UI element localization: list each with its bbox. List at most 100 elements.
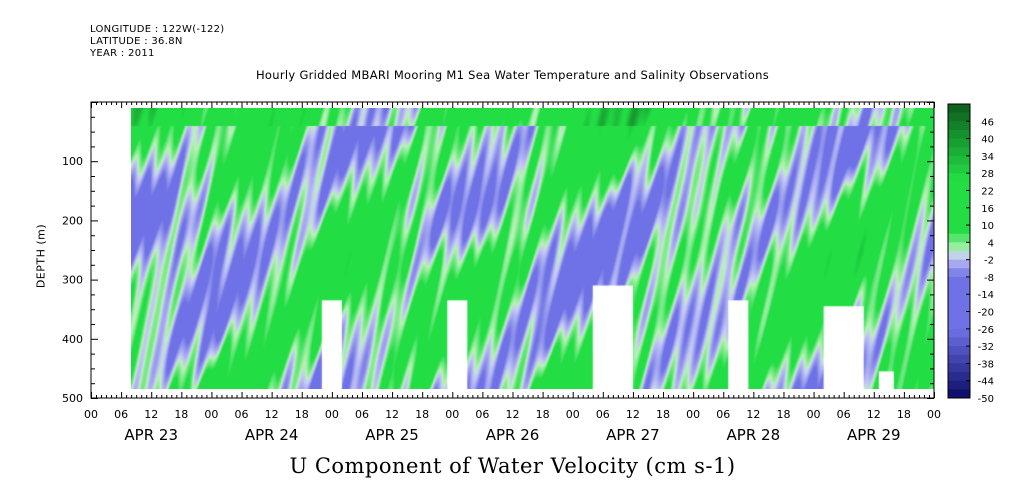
colorbar-band <box>948 242 970 252</box>
colorbar-band <box>948 380 970 390</box>
colorbar-band <box>948 285 970 295</box>
x-day-label: APR 28 <box>727 426 781 444</box>
x-tick-label: 06 <box>596 408 610 421</box>
colorbar-label: -14 <box>978 290 994 301</box>
colorbar-band <box>948 389 970 399</box>
x-tick-label: 06 <box>355 408 369 421</box>
x-day-label: APR 23 <box>124 426 178 444</box>
x-tick-label: 12 <box>626 408 640 421</box>
colorbar-label: -20 <box>978 308 994 319</box>
colorbar-band <box>948 155 970 166</box>
colorbar-label: 34 <box>981 152 994 163</box>
x-tick-label: 18 <box>536 408 550 421</box>
x-tick-label: 06 <box>475 408 489 421</box>
colorbar-band <box>948 372 970 382</box>
colorbar-label: -44 <box>978 377 994 388</box>
x-tick-label: 00 <box>686 408 700 421</box>
colorbar-label: 10 <box>981 221 994 232</box>
colorbar-label: 28 <box>981 169 994 180</box>
colorbar-band <box>948 259 970 269</box>
x-tick-label: 06 <box>837 408 851 421</box>
colorbar-label: -8 <box>984 273 994 284</box>
axes: 00 06 12 18 00 06 12 18 00 06 12 18 00 06 12 18 00 06 12 18… <box>62 101 941 444</box>
x-tick-label: 12 <box>265 408 279 421</box>
colorbar-band <box>948 276 970 287</box>
heatmap-plot <box>131 108 934 389</box>
x-tick-label: 00 <box>325 408 339 421</box>
colorbar-label: -2 <box>984 256 994 267</box>
colorbar-label: -50 <box>978 394 994 405</box>
colorbar-band <box>948 199 970 209</box>
colorbar-label: 40 <box>981 135 994 146</box>
colorbar-band <box>948 294 970 304</box>
x-tick-label: 00 <box>927 408 941 421</box>
x-tick-label: 12 <box>385 408 399 421</box>
x-tick-label: 00 <box>204 408 218 421</box>
colorbar-band <box>948 173 970 183</box>
colorbar-label: 16 <box>981 204 994 215</box>
colorbar: 46 40 34 28 22 16 10 4 -2 -8 -14 -20 -26 -32 -38 -44 -50 <box>947 103 994 405</box>
colorbar-band <box>948 104 970 114</box>
longitude-label: LONGITUDE : 122W(-122) <box>90 24 225 35</box>
x-tick-label: 12 <box>867 408 881 421</box>
colorbar-band <box>948 233 970 243</box>
colorbar-frame <box>947 103 971 399</box>
x-tick-label: 18 <box>415 408 429 421</box>
colorbar-band <box>948 268 970 278</box>
x-day-label: APR 26 <box>486 426 540 444</box>
colorbar-band <box>948 216 970 226</box>
x-tick-label: 12 <box>506 408 520 421</box>
x-day-label: APR 24 <box>245 426 299 444</box>
x-tick-label: 00 <box>807 408 821 421</box>
colorbar-band <box>948 112 970 122</box>
colorbar-band <box>948 129 970 140</box>
colorbar-label: 4 <box>988 238 994 249</box>
y-tick-label: 400 <box>62 333 83 346</box>
colorbar-band <box>948 164 970 174</box>
y-tick-label: 500 <box>62 392 83 405</box>
y-tick-label: 300 <box>62 274 83 287</box>
x-tick-label: 18 <box>897 408 911 421</box>
colorbar-label: -32 <box>978 342 994 353</box>
x-day-label: APR 27 <box>606 426 660 444</box>
x-tick-label: 06 <box>716 408 730 421</box>
x-tick-label: 00 <box>445 408 459 421</box>
x-axis-label: U Component of Water Velocity (cm s-1) <box>289 454 736 478</box>
x-tick-label: 18 <box>656 408 670 421</box>
colorbar-band <box>948 207 970 217</box>
x-tick-label: 06 <box>114 408 128 421</box>
colorbar-band <box>948 225 970 235</box>
x-tick-label: 18 <box>776 408 790 421</box>
colorbar-label: 46 <box>981 117 994 128</box>
colorbar-band <box>948 346 970 356</box>
y-tick-label: 100 <box>62 155 83 168</box>
colorbar-band <box>948 363 970 373</box>
x-tick-label: 00 <box>84 408 98 421</box>
latitude-label: LATITUDE : 36.8N <box>90 36 183 47</box>
x-tick-label: 18 <box>295 408 309 421</box>
x-tick-label: 06 <box>235 408 249 421</box>
colorbar-band <box>948 121 970 131</box>
colorbar-label: -26 <box>978 325 994 336</box>
colorbar-band <box>948 328 970 338</box>
x-tick-label: 00 <box>566 408 580 421</box>
colorbar-band <box>948 147 970 157</box>
x-tick-label: 12 <box>746 408 760 421</box>
colorbar-band <box>948 311 970 321</box>
x-tick-label: 18 <box>174 408 188 421</box>
colorbar-band <box>948 320 970 330</box>
colorbar-band <box>948 190 970 200</box>
colorbar-label: -38 <box>978 359 994 370</box>
colorbar-band <box>948 251 970 261</box>
x-day-label: APR 25 <box>365 426 419 444</box>
year-label: YEAR : 2011 <box>90 48 155 59</box>
chart-title: Hourly Gridded MBARI Mooring M1 Sea Wate… <box>255 68 770 82</box>
y-tick-label: 200 <box>62 214 83 227</box>
x-tick-label: 12 <box>144 408 158 421</box>
colorbar-band <box>948 354 970 364</box>
colorbar-band <box>948 337 970 347</box>
colorbar-band <box>948 302 970 313</box>
colorbar-band <box>948 138 970 148</box>
colorbar-label: 22 <box>981 186 994 197</box>
